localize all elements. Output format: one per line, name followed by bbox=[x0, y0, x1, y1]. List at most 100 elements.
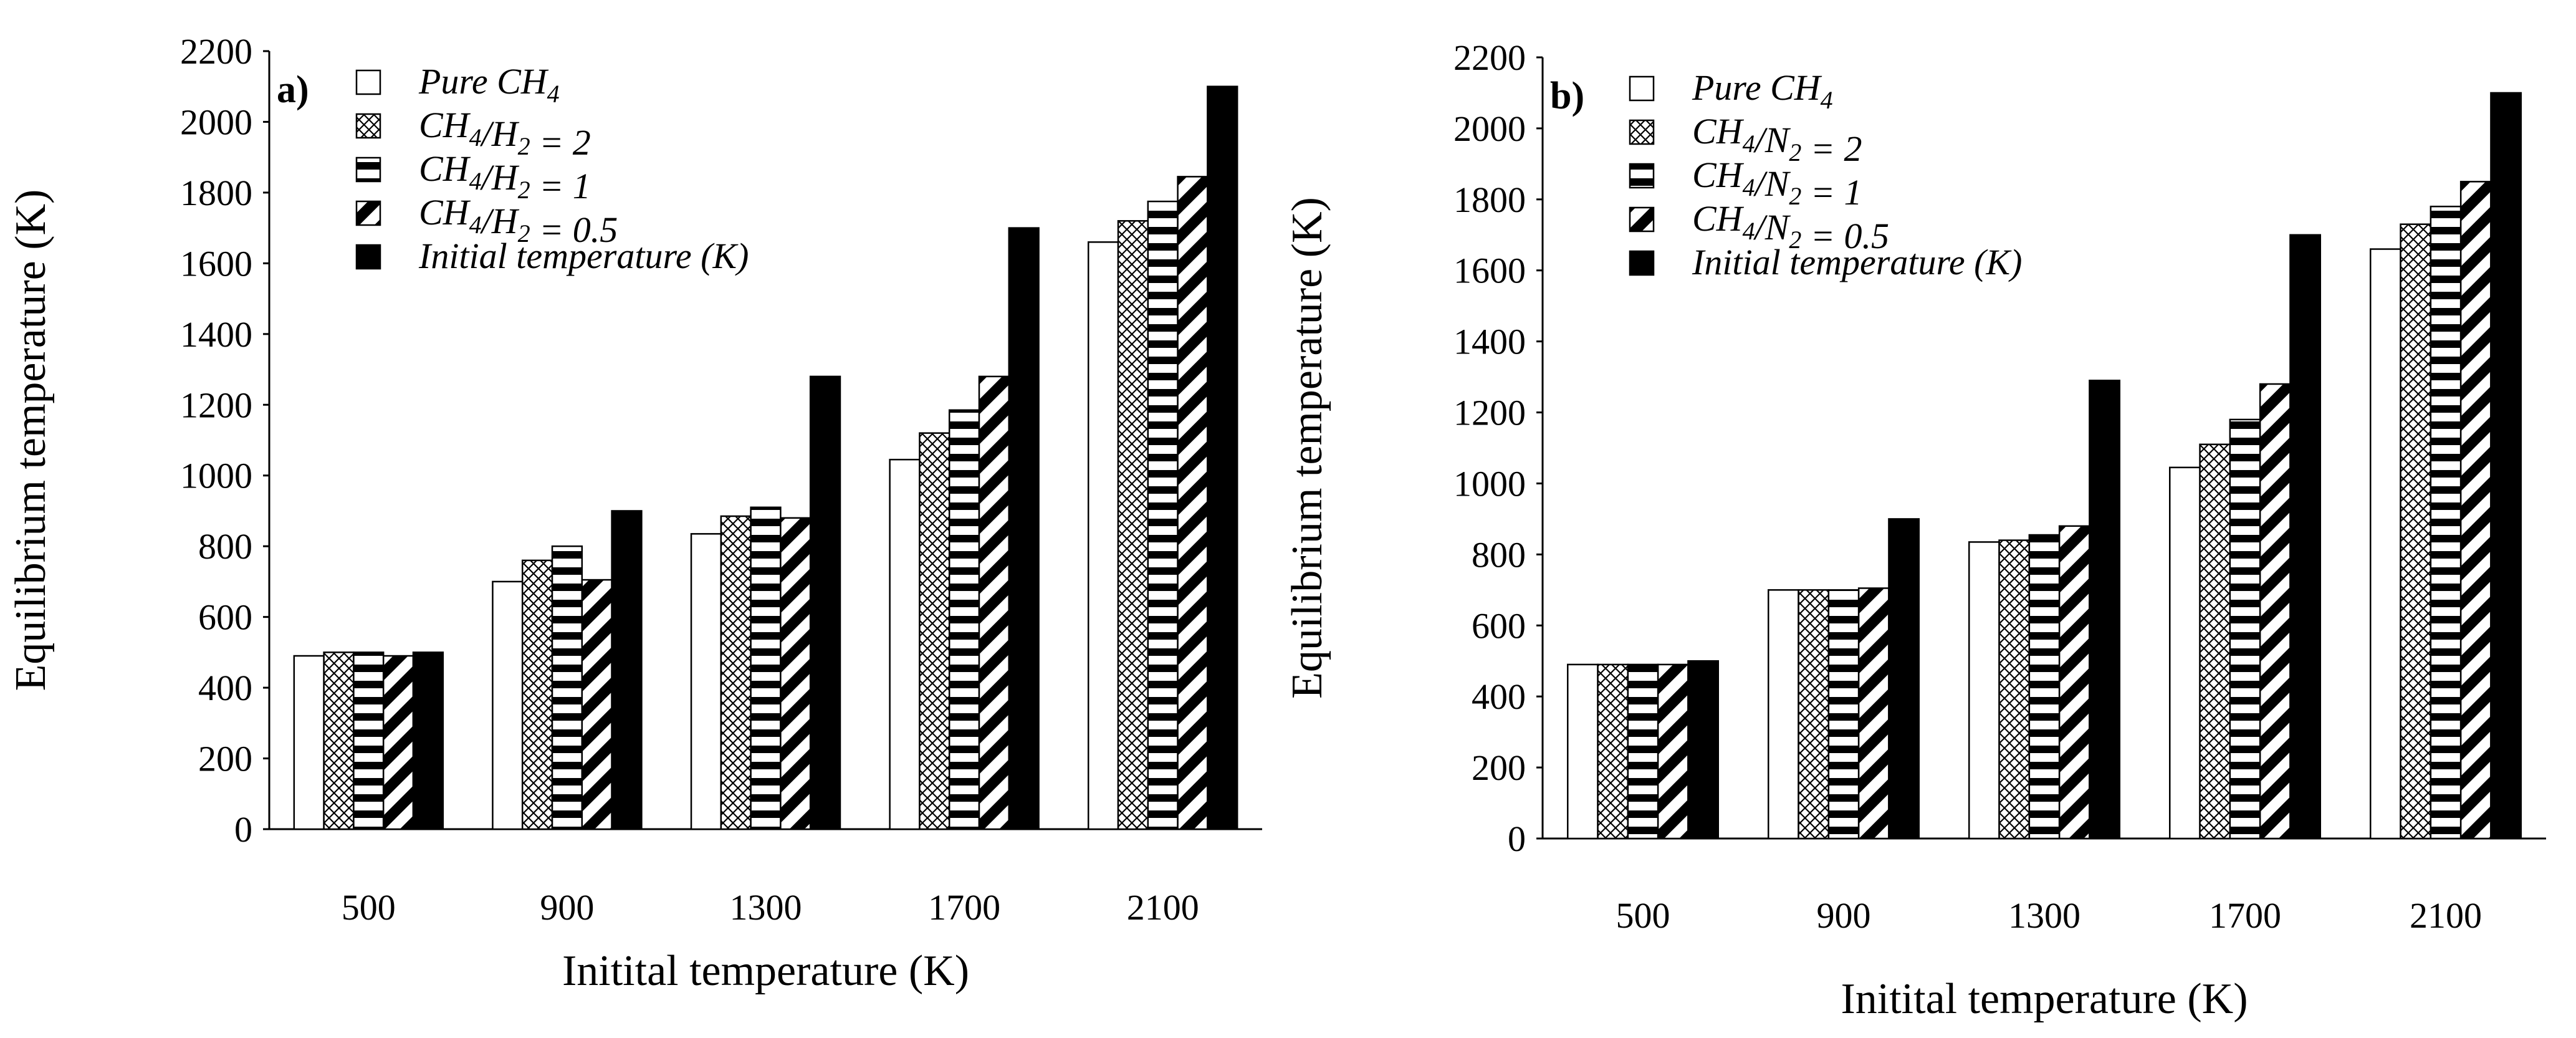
bar bbox=[1768, 589, 1799, 840]
bar bbox=[809, 375, 841, 830]
x-tick-label: 900 bbox=[540, 887, 594, 928]
x-tick-label: 500 bbox=[1616, 895, 1670, 936]
y-tick-label: 2000 bbox=[1453, 108, 1526, 149]
legend-swatch bbox=[355, 244, 381, 270]
legend-swatch bbox=[1629, 206, 1655, 233]
legend-swatch bbox=[1629, 119, 1655, 145]
legend-swatch bbox=[1629, 250, 1655, 276]
y-axis-title: Equilibrium temperature (K) bbox=[7, 190, 55, 691]
y-tick-label: 1400 bbox=[180, 314, 252, 355]
y-tick-label: 1400 bbox=[1453, 322, 1526, 362]
y-tick-label: 600 bbox=[1472, 605, 1526, 646]
legend-label: CH4/H2 = 2 bbox=[419, 105, 591, 163]
bar bbox=[492, 580, 524, 830]
y-tick-label: 0 bbox=[1508, 819, 1526, 859]
bar bbox=[323, 651, 355, 830]
bar bbox=[1888, 518, 1920, 840]
legend-swatch bbox=[355, 69, 381, 95]
y-tick-label: 400 bbox=[198, 668, 252, 708]
bar bbox=[889, 458, 921, 830]
legend-label: CH4/H2 = 1 bbox=[419, 148, 591, 206]
bar bbox=[1798, 589, 1830, 840]
bar bbox=[750, 506, 782, 830]
bar bbox=[1177, 176, 1209, 830]
panel-b: 0 200 400 600 800 1000 1200 1400 1600 1800 2000 220… bbox=[1283, 37, 2546, 1023]
bar bbox=[2289, 234, 2321, 840]
y-axis-title: Equilibrium temperature (K) bbox=[1283, 197, 1331, 699]
bar bbox=[353, 651, 385, 830]
x-tick-label: 1700 bbox=[928, 887, 1000, 928]
y-tick-label: 1200 bbox=[1453, 393, 1526, 433]
y-tick-label: 800 bbox=[198, 526, 252, 567]
x-tick-label: 1700 bbox=[2209, 895, 2281, 936]
y-tick-label: 2200 bbox=[180, 31, 252, 72]
bar bbox=[412, 651, 444, 830]
panel-label: a) bbox=[277, 69, 309, 111]
y-tick-label: 600 bbox=[198, 597, 252, 638]
bar bbox=[720, 515, 752, 830]
bar bbox=[1827, 589, 1860, 840]
y-tick-label: 2200 bbox=[1453, 37, 1526, 78]
legend-swatch bbox=[1629, 75, 1655, 102]
y-tick-label: 200 bbox=[198, 739, 252, 779]
x-tick-label: 1300 bbox=[730, 887, 802, 928]
legend-label: CH4/H2 = 0.5 bbox=[419, 192, 618, 250]
x-tick-label: 2100 bbox=[1127, 887, 1199, 928]
x-tick-label: 2100 bbox=[2410, 895, 2482, 936]
bar bbox=[2400, 223, 2432, 840]
bar bbox=[2370, 248, 2401, 840]
bar bbox=[1657, 663, 1689, 840]
legend-label: CH4/N2 = 2 bbox=[1692, 111, 1862, 169]
bar bbox=[2028, 534, 2061, 840]
legend-swatch bbox=[355, 113, 381, 139]
y-tick-label: 200 bbox=[1472, 747, 1526, 788]
bar bbox=[2490, 92, 2522, 840]
bar bbox=[2259, 383, 2291, 840]
bar bbox=[1087, 241, 1119, 830]
bar bbox=[1687, 660, 1719, 840]
legend-label: Pure CH4 bbox=[1692, 67, 1833, 114]
bar bbox=[611, 510, 643, 830]
bar bbox=[581, 579, 613, 830]
bar bbox=[1147, 200, 1179, 830]
bar bbox=[2169, 466, 2201, 840]
x-tick-label: 1300 bbox=[2008, 895, 2080, 936]
legend-label: Initial temperature (K) bbox=[418, 236, 749, 276]
y-tick-label: 2000 bbox=[180, 102, 252, 142]
y-tick-label: 1600 bbox=[180, 243, 252, 284]
bar bbox=[1567, 663, 1599, 840]
y-tick-label: 1600 bbox=[1453, 251, 1526, 291]
legend-label: Pure CH4 bbox=[418, 61, 560, 108]
legend-label: CH4/N2 = 0.5 bbox=[1692, 198, 1889, 256]
bar bbox=[2459, 181, 2492, 840]
bar bbox=[382, 655, 414, 830]
bar bbox=[2229, 418, 2261, 840]
bar bbox=[2089, 380, 2120, 840]
bar bbox=[2058, 525, 2090, 840]
x-tick-label: 500 bbox=[342, 887, 396, 928]
bar bbox=[978, 375, 1010, 830]
bar bbox=[1998, 539, 2031, 840]
panel-label: b) bbox=[1550, 75, 1584, 117]
legend-swatch bbox=[1629, 163, 1655, 189]
bar bbox=[1627, 663, 1659, 840]
bar bbox=[1008, 227, 1040, 830]
y-tick-label: 0 bbox=[234, 809, 252, 850]
bar bbox=[2430, 205, 2462, 840]
bar bbox=[919, 432, 950, 830]
y-tick-label: 400 bbox=[1472, 676, 1526, 717]
bar bbox=[1857, 587, 1890, 840]
legend-label: Initial temperature (K) bbox=[1692, 242, 2022, 282]
bar bbox=[2199, 443, 2231, 840]
bar bbox=[948, 409, 980, 830]
y-tick-label: 1000 bbox=[1453, 463, 1526, 504]
y-tick-label: 800 bbox=[1472, 534, 1526, 575]
x-axis-title: Initital temperature (K) bbox=[1841, 975, 2248, 1023]
bar bbox=[780, 517, 812, 830]
y-tick-label: 1000 bbox=[180, 456, 252, 496]
bar bbox=[551, 545, 583, 830]
legend-swatch bbox=[355, 156, 381, 183]
bar bbox=[1117, 220, 1149, 830]
x-tick-label: 900 bbox=[1817, 895, 1871, 936]
